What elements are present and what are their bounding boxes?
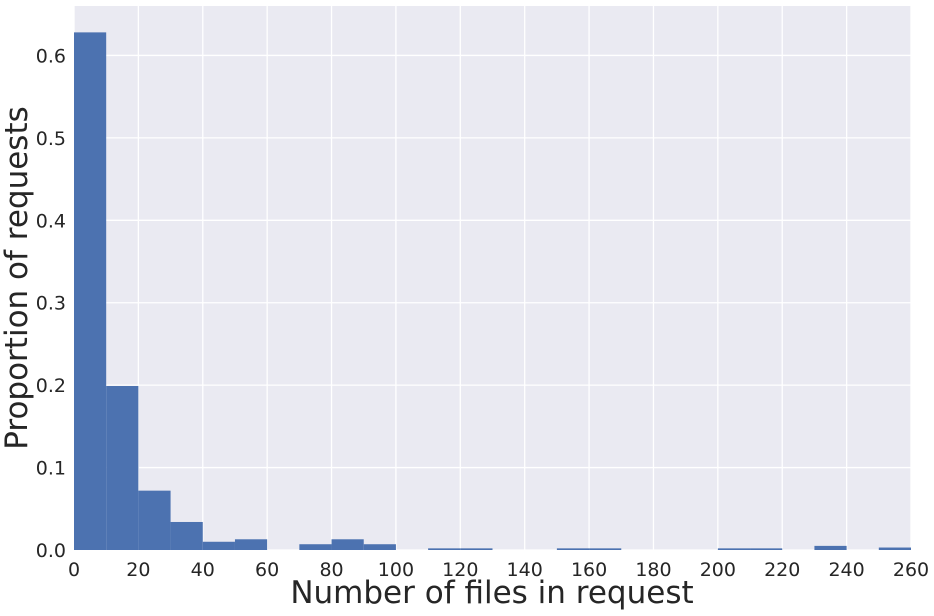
histogram-bars xyxy=(74,32,911,551)
histogram-bar xyxy=(556,548,590,550)
x-tick-label: 100 xyxy=(378,559,414,581)
histogram-bar xyxy=(138,490,171,550)
x-tick-label: 0 xyxy=(68,559,80,581)
x-tick-label: 120 xyxy=(442,559,478,581)
x-tick-label: 140 xyxy=(507,559,543,581)
histogram-bar xyxy=(589,548,622,550)
x-tick-label: 60 xyxy=(255,559,279,581)
x-tick-label: 180 xyxy=(635,559,671,581)
histogram-bar xyxy=(202,541,235,550)
x-tick-label: 160 xyxy=(571,559,607,581)
y-tick-label: 0.1 xyxy=(36,458,66,480)
y-tick-label: 0.6 xyxy=(36,45,66,67)
histogram-bar xyxy=(299,544,332,550)
histogram-bar xyxy=(363,544,396,550)
y-tick-label: 0.4 xyxy=(36,210,66,232)
x-tick-labels: 0 20 40 60 80 100 120 140 160 180 200 220 240 260 xyxy=(68,559,929,581)
x-tick-label: 20 xyxy=(126,559,150,581)
y-axis-title: Proportion of requests xyxy=(0,106,35,450)
y-tick-label: 0.3 xyxy=(36,293,66,315)
histogram-bar xyxy=(331,539,364,550)
x-tick-label: 220 xyxy=(764,559,800,581)
histogram-bar xyxy=(750,548,783,550)
x-tick-label: 40 xyxy=(191,559,215,581)
histogram-bar xyxy=(717,548,751,550)
histogram-bar xyxy=(878,547,911,550)
y-tick-label: 0.0 xyxy=(36,540,66,562)
x-tick-label: 240 xyxy=(828,559,864,581)
histogram-bar xyxy=(460,548,493,550)
x-tick-label: 80 xyxy=(319,559,343,581)
y-tick-labels: 0.0 0.1 0.2 0.3 0.4 0.5 0.6 xyxy=(36,45,66,562)
x-tick-label: 200 xyxy=(700,559,736,581)
y-tick-label: 0.2 xyxy=(36,375,66,397)
histogram-bar xyxy=(428,548,461,550)
histogram-bar xyxy=(74,32,107,551)
x-tick-label: 260 xyxy=(893,559,929,581)
y-tick-label: 0.5 xyxy=(36,128,66,150)
grid-lines xyxy=(73,6,912,551)
histogram-bar xyxy=(814,545,847,550)
histogram-bar xyxy=(234,539,268,550)
x-axis-title: Number of files in request xyxy=(290,575,693,611)
plot-area xyxy=(74,6,911,550)
histogram-bar xyxy=(106,385,139,550)
histogram-bar xyxy=(170,521,203,550)
